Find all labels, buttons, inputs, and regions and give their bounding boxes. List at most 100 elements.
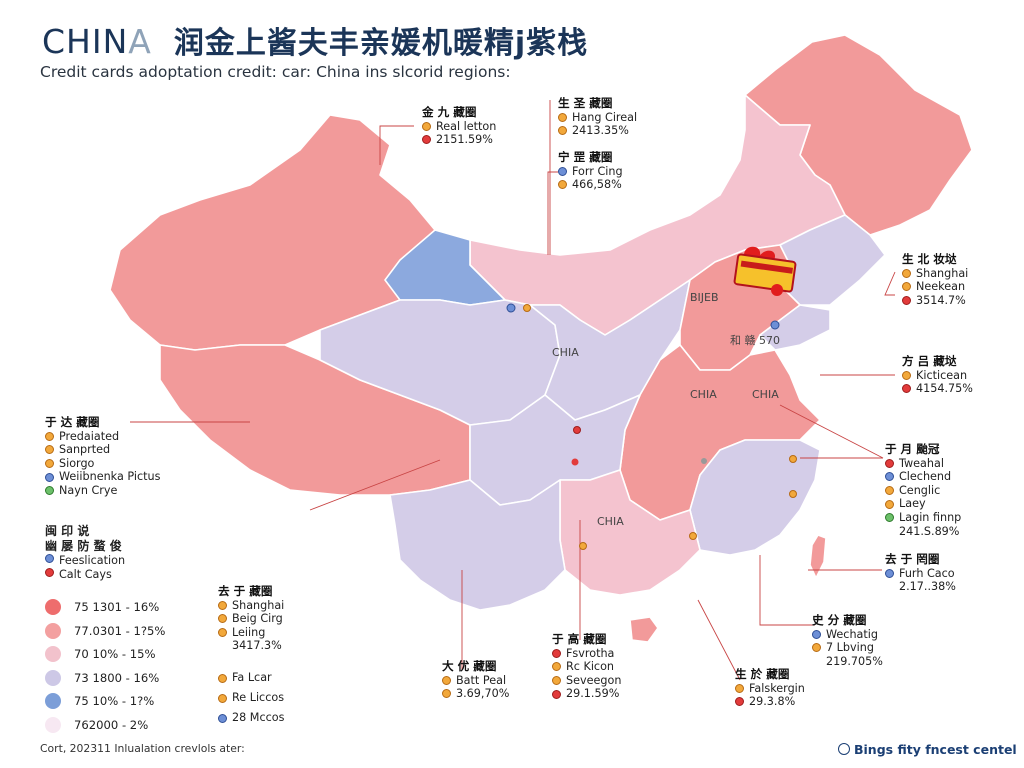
callout-heading: 去 于 藏圈 [218,584,273,598]
marker-icon [552,689,561,699]
callout-east-1[interactable]: 方 吕 藏垯 Kicticean 4154.75% [902,354,973,396]
marker-icon [558,180,567,190]
marker-icon [558,126,567,136]
marker-icon [902,384,911,394]
callout-text: Sanprted [59,443,111,457]
callout-text: Furh Caco [899,566,955,580]
callout-north-1[interactable]: 生 圣 藏圈 Hang Cireal 2413.35% [558,96,637,138]
legend-swatch [45,669,61,686]
callout-value: 2151.59% [436,133,493,147]
footer-brand[interactable]: Bings fity fncest centel [838,742,1017,757]
marker-icon [442,675,451,685]
marker-icon [442,689,451,699]
marker-icon [45,567,54,577]
callout-value: 4154.75% [916,382,973,396]
callout-value: 3.69,70% [456,687,510,701]
marker-icon [552,662,561,672]
callout-north-2[interactable]: 宁 罡 藏圈 Forr Cing 466,58% [558,150,623,192]
legend-type-label: Calt Cays [59,567,112,581]
marker-dot [770,320,780,330]
callout-text: Lagin finnp [899,510,962,524]
callout-text: Kicticean [916,368,968,382]
callout-text: Clechend [899,470,952,484]
marker-icon [885,568,894,578]
callout-text: 7 Lbving [826,641,874,655]
legend-item: 762000 - 2% [45,713,165,737]
marker-icon [885,458,894,468]
callout-heading: 去 于 罔圈 [885,552,940,566]
callout-central-left[interactable]: 去 于 藏圈 Shanghai Beig Cirg Leiing 3417.3% [218,584,284,653]
map-label: CHIA [597,515,624,528]
callout-value: 3514.7% [916,293,966,307]
legend-item: 77.0301 - 1?5% [45,619,165,643]
marker-dot [506,303,516,313]
callout-value: 466,58% [572,178,622,192]
callout-text: Weiibnenka Pictus [59,470,161,484]
callout-text: Fsvrotha [566,646,615,660]
marker-icon [902,268,911,278]
marker-icon [885,472,894,482]
callout-value: 2.17..38% [899,580,956,594]
legend-label: 70 10% - 15% [74,647,156,662]
callout-shanghai[interactable]: 生 北 妆垯 Shanghai Neekean 3514.7% [902,252,968,307]
callout-value: 29.3.8% [749,695,796,709]
callout-small-left[interactable]: Fa Lcar Re Liccos 28 Mccos [218,668,284,728]
marker-dot [689,532,697,540]
globe-icon [838,743,850,755]
callout-text: Re Liccos [232,691,285,705]
marker-icon [218,673,227,683]
title: CHINA 润金上酱夫丰亲媛机暖精j紫栈 [42,18,588,62]
marker-icon [218,713,227,723]
callout-text: Leiing [232,625,266,639]
callout-south-1[interactable]: 史 分 藏圈 Wechatig 7 Lbving 219.705% [812,613,883,668]
callout-south-3[interactable]: 于 高 藏圈 Fsvrotha Rc Kicon Seveegon 29.1.5… [552,632,621,701]
marker-icon [902,296,911,306]
region-yunnan-guizhou[interactable] [389,479,566,611]
callout-west[interactable]: 于 达 藏圈 Predaiated Sanprted Siorgo Weiibn… [45,415,161,498]
legend-item: 70 10% - 15% [45,642,165,666]
marker-icon [885,486,894,496]
legend-swatch [45,716,61,733]
callout-southwest[interactable]: 大 优 藏圈 Batt Peal 3.69,70% [442,659,510,701]
marker-icon [45,431,54,441]
callout-heading: 生 圣 藏圈 [558,96,613,110]
marker-icon [885,513,894,523]
region-gansu-ningxia[interactable] [529,279,691,421]
subtitle: Credit cards adoptation credit: car: Chi… [40,63,511,81]
title-main: CHINA [42,22,152,61]
legend-item: 73 1800 - 16% [45,666,165,690]
callout-text: Real letton [436,119,497,133]
marker-icon [902,282,911,292]
region-taiwan[interactable] [809,534,827,579]
callout-heading: 于 高 藏圈 [552,632,607,646]
callout-text: Beig Cirg [232,612,283,626]
marker-icon [902,370,911,380]
callout-text: Cenglic [899,483,941,497]
callout-text: Fa Lcar [232,671,272,685]
marker-dot [579,542,587,550]
legend-swatch [45,598,61,615]
legend-swatch [45,622,61,639]
callout-northwest[interactable]: 金 九 藏圈 Real letton 2151.59% [422,105,497,147]
region-hainan[interactable] [629,616,659,643]
callout-text: Forr Cing [572,164,623,178]
callout-value: 2413.35% [572,124,629,138]
callout-value: 241.S.89% [899,524,960,538]
marker-icon [552,676,561,686]
callout-east-2[interactable]: 于 月 颱冠 Tweahal Clechend Cenglic Laey Lag… [885,442,962,538]
footer-source: Cort, 202311 Inlualation crevlols ater: [40,742,245,755]
callout-heading: 方 吕 藏垯 [902,354,957,368]
marker-dot [789,455,797,463]
legend-label: 75 1301 - 16% [74,599,160,614]
marker-icon [218,693,227,703]
marker-icon [735,683,744,693]
legend-swatch [45,693,61,710]
marker-icon [218,600,227,610]
callout-southeast[interactable]: 去 于 罔圈 Furh Caco 2.17..38% [885,552,956,594]
region-shandong[interactable] [759,304,831,351]
region-zhejiang-fujian[interactable] [689,439,821,556]
map-label: BIJEB [690,291,719,304]
marker-icon [812,643,821,653]
callout-value: 3417.3% [232,639,282,653]
callout-south-2[interactable]: 生 於 藏圈 Falskergin 29.3.8% [735,667,805,709]
